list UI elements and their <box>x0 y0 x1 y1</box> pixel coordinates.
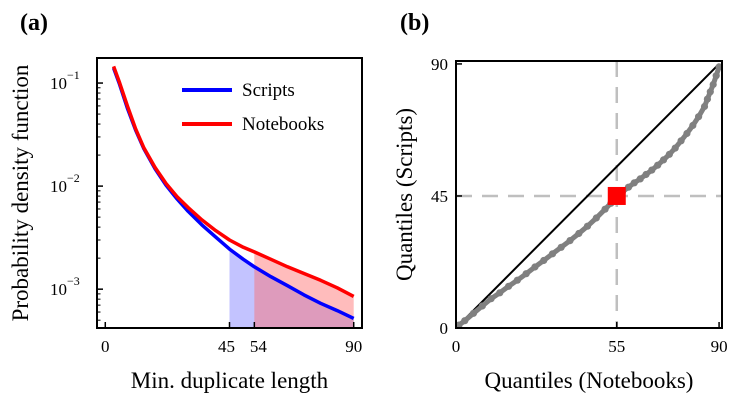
qq-point <box>478 302 486 310</box>
qq-point <box>671 144 679 152</box>
legend-label-scripts: Scripts <box>242 80 295 101</box>
y-tick-label-a: 10 <box>50 177 67 196</box>
y-tick-label-b: 45 <box>431 187 448 206</box>
qq-point <box>522 270 530 278</box>
qq-point <box>630 179 638 187</box>
y-tick-exponent-a: −3 <box>67 274 80 288</box>
tick-marks-a <box>97 82 355 328</box>
panel-a-label: (a) <box>20 10 48 36</box>
highlight-marker <box>607 186 626 205</box>
y-tick-label-b: 0 <box>440 319 449 338</box>
qq-point <box>469 309 478 317</box>
x-tick-label-b: 55 <box>608 337 625 356</box>
y-tick-label-a: 10 <box>50 74 67 93</box>
tick-marks-b <box>455 63 720 329</box>
series-lines <box>111 65 355 320</box>
x-tick-label-a: 45 <box>218 337 235 356</box>
qq-point <box>496 289 504 297</box>
y-axis-label-a: Probability density function <box>8 64 33 321</box>
qq-point <box>665 150 674 158</box>
plot-frame-b <box>455 60 723 329</box>
qq-point <box>700 102 709 111</box>
x-tick-label-a: 90 <box>345 337 362 356</box>
x-tick-label-a: 0 <box>101 337 110 356</box>
qq-point <box>695 113 703 121</box>
panel-b-label: (b) <box>400 10 429 36</box>
qq-point <box>583 222 592 230</box>
qq-point <box>689 121 697 130</box>
qq-point <box>455 321 463 329</box>
series-line-notebooks <box>111 65 355 298</box>
panel-b-qq-chart: (b) 0 55 90 0 45 90 Quantiles (Notebooks) Qua… <box>392 10 728 393</box>
highlight-square <box>607 186 626 205</box>
reference-line <box>455 63 720 329</box>
qq-point <box>636 175 644 183</box>
y-axis-label-b: Quantiles (Scripts) <box>392 108 417 281</box>
qq-point <box>624 183 633 191</box>
qq-point <box>557 243 565 251</box>
qq-point <box>683 129 691 138</box>
x-axis-label-a: Min. duplicate length <box>131 368 329 393</box>
qq-point <box>715 63 723 71</box>
qq-point <box>642 170 650 179</box>
x-tick-label-a: 54 <box>250 337 268 356</box>
qq-point <box>487 295 495 303</box>
qq-point <box>712 72 720 80</box>
qq-point <box>677 137 685 145</box>
x-tick-label-b: 0 <box>452 337 461 356</box>
x-axis-label-b: Quantiles (Notebooks) <box>485 368 694 393</box>
qq-point <box>575 229 583 238</box>
legend: Scripts Notebooks <box>182 80 324 135</box>
qq-point <box>648 166 656 174</box>
qq-point <box>703 95 712 103</box>
qq-point <box>540 256 548 265</box>
qq-point <box>566 237 574 245</box>
y-tick-exponent-a: −1 <box>67 68 80 82</box>
qq-point <box>461 317 469 325</box>
qq-point <box>531 263 539 271</box>
qq-point <box>654 161 662 169</box>
shaded-region-notebooks <box>254 251 354 328</box>
qq-point <box>548 250 557 258</box>
qq-point <box>659 156 668 164</box>
y-tick-label-b: 90 <box>431 55 448 74</box>
qq-point <box>601 205 609 213</box>
x-tick-label-b: 90 <box>711 337 728 356</box>
tick-labels-b: 0 55 90 0 45 90 <box>431 55 728 356</box>
y-tick-exponent-a: −2 <box>67 171 80 185</box>
qq-point <box>709 80 717 89</box>
qq-point <box>513 276 522 284</box>
qq-point <box>592 214 600 222</box>
qq-point <box>706 88 714 96</box>
identity-line <box>455 63 720 329</box>
qq-point <box>505 282 513 290</box>
y-tick-label-a: 10 <box>50 280 67 299</box>
legend-label-notebooks: Notebooks <box>242 114 324 135</box>
